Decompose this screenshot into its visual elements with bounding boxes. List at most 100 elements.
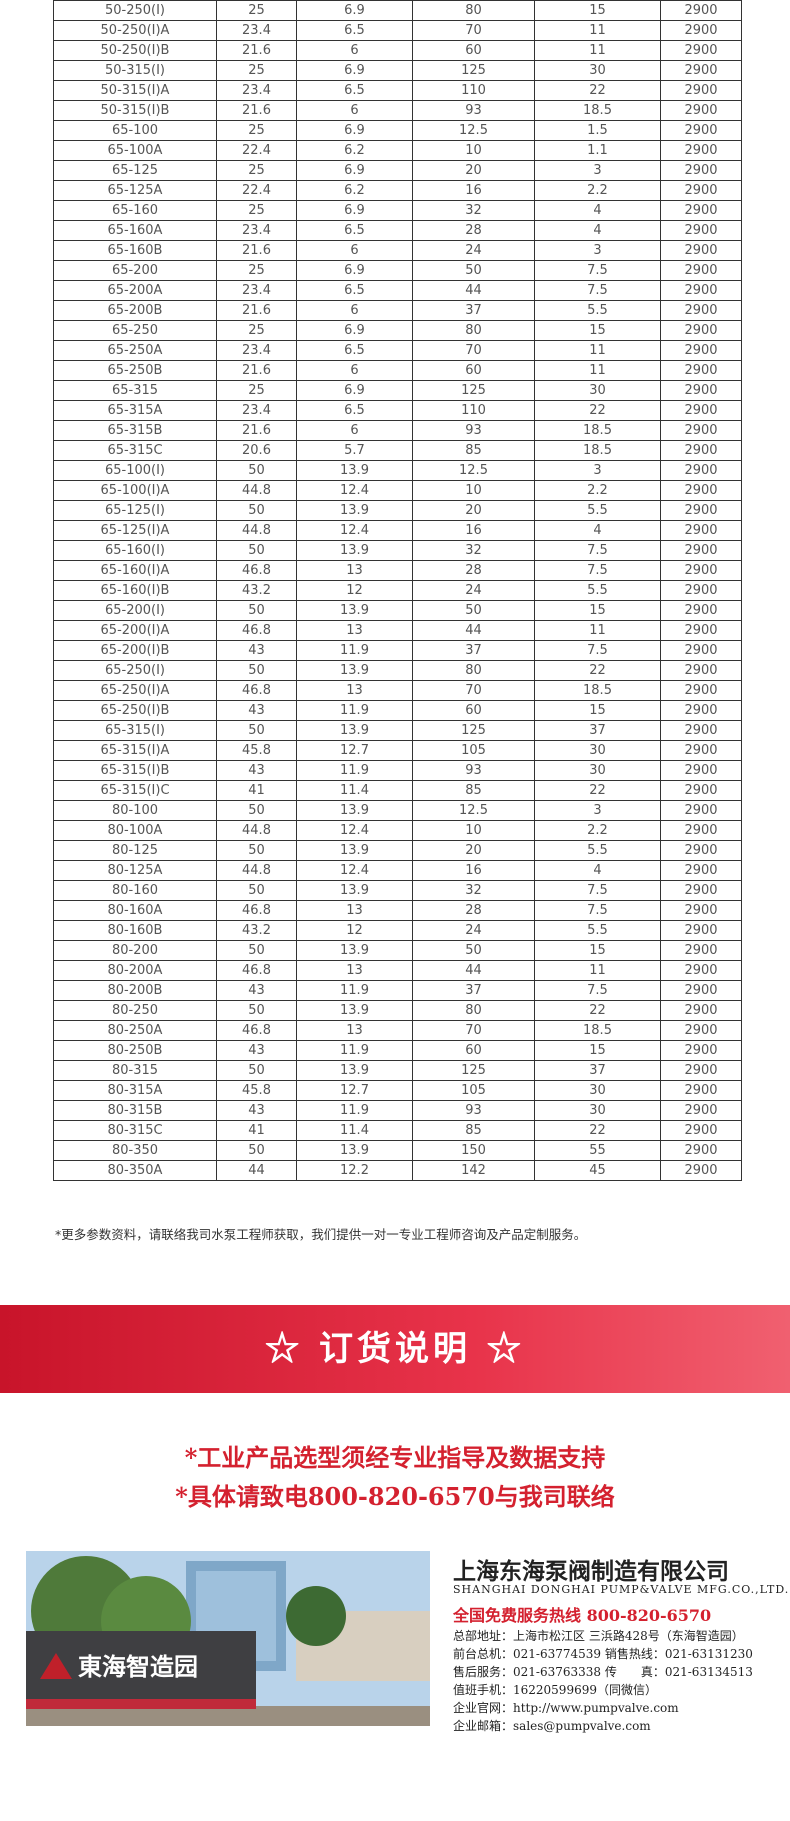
table-cell: 65-160B [53,240,217,261]
table-cell: 2900 [660,800,742,821]
table-cell: 23.4 [216,280,297,301]
table-row: 65-200(I)B 43 11.9 37 7.5 2900 [53,640,742,661]
table-cell: 2900 [660,420,742,441]
table-cell: 50 [412,260,535,281]
table-cell: 2900 [660,860,742,881]
table-cell: 41 [216,780,297,801]
table-row: 65-315A 23.4 6.5 110 22 2900 [53,400,742,421]
table-cell: 12 [296,920,413,941]
table-cell: 125 [412,380,535,401]
table-cell: 7.5 [534,980,661,1001]
table-cell: 2.2 [534,820,661,841]
table-row: 80-125A 44.8 12.4 16 4 2900 [53,860,742,881]
table-cell: 12.4 [296,520,413,541]
table-cell: 80 [412,1000,535,1021]
table-cell: 6.5 [296,80,413,101]
table-cell: 15 [534,700,661,721]
table-cell: 15 [534,1040,661,1061]
table-cell: 7.5 [534,560,661,581]
table-cell: 80-160B [53,920,217,941]
table-cell: 7.5 [534,280,661,301]
table-cell: 80-315 [53,1060,217,1081]
company-name: 上海东海泵阀制造有限公司 [453,1558,729,1585]
table-cell: 11.4 [296,1120,413,1141]
table-cell: 7.5 [534,260,661,281]
table-cell: 2900 [660,600,742,621]
table-cell: 93 [412,1100,535,1121]
table-cell: 2900 [660,280,742,301]
table-cell: 13 [296,680,413,701]
table-cell: 80-250 [53,1000,217,1021]
table-cell: 28 [412,560,535,581]
table-cell: 12.4 [296,480,413,501]
table-cell: 21.6 [216,420,297,441]
table-cell: 65-160(I) [53,540,217,561]
table-cell: 1.5 [534,120,661,141]
table-cell: 6 [296,240,413,261]
table-row: 65-250(I) 50 13.9 80 22 2900 [53,660,742,681]
table-cell: 65-315B [53,420,217,441]
table-cell: 10 [412,480,535,501]
table-cell: 25 [216,120,297,141]
table-cell: 43 [216,1040,297,1061]
table-row: 80-100 50 13.9 12.5 3 2900 [53,800,742,821]
table-cell: 50 [216,880,297,901]
table-cell: 80-250B [53,1040,217,1061]
table-cell: 45.8 [216,740,297,761]
table-cell: 2900 [660,160,742,181]
table-row: 65-160(I)B 43.2 12 24 5.5 2900 [53,580,742,601]
table-cell: 7.5 [534,900,661,921]
table-cell: 65-200(I) [53,600,217,621]
table-row: 65-100(I)A 44.8 12.4 10 2.2 2900 [53,480,742,501]
table-cell: 13.9 [296,460,413,481]
table-cell: 21.6 [216,240,297,261]
table-cell: 24 [412,580,535,601]
table-cell: 2900 [660,1120,742,1141]
table-cell: 11 [534,620,661,641]
table-cell: 2900 [660,380,742,401]
table-cell: 50-315(I)A [53,80,217,101]
table-cell: 55 [534,1140,661,1161]
table-cell: 6.9 [296,260,413,281]
table-row: 65-315B 21.6 6 93 18.5 2900 [53,420,742,441]
table-cell: 23.4 [216,340,297,361]
table-cell: 2900 [660,880,742,901]
table-cell: 11.4 [296,780,413,801]
table-cell: 23.4 [216,80,297,101]
table-row: 65-250B 21.6 6 60 11 2900 [53,360,742,381]
table-cell: 46.8 [216,680,297,701]
table-row: 65-315(I)C 41 11.4 85 22 2900 [53,780,742,801]
table-cell: 13.9 [296,600,413,621]
table-cell: 20 [412,840,535,861]
contact-line: 前台总机：021-63774539 销售热线：021-63131230 [453,1647,753,1661]
table-cell: 80-315B [53,1100,217,1121]
table-cell: 6 [296,40,413,61]
table-cell: 11 [534,20,661,41]
table-cell: 65-160A [53,220,217,241]
table-cell: 4 [534,220,661,241]
table-cell: 13.9 [296,720,413,741]
table-cell: 70 [412,680,535,701]
table-cell: 50-250(I) [53,0,217,21]
table-cell: 43.2 [216,580,297,601]
table-cell: 85 [412,440,535,461]
table-cell: 50-315(I)B [53,100,217,121]
table-cell: 13 [296,620,413,641]
table-cell: 2900 [660,620,742,641]
table-cell: 50 [216,600,297,621]
table-cell: 80-100A [53,820,217,841]
table-cell: 30 [534,1080,661,1101]
table-row: 65-315C 20.6 5.7 85 18.5 2900 [53,440,742,461]
table-cell: 37 [534,1060,661,1081]
table-cell: 5.5 [534,500,661,521]
table-cell: 80-250A [53,1020,217,1041]
table-cell: 32 [412,540,535,561]
table-cell: 80-125 [53,840,217,861]
table-cell: 43 [216,980,297,1001]
table-cell: 5.7 [296,440,413,461]
table-cell: 46.8 [216,560,297,581]
table-cell: 32 [412,880,535,901]
table-cell: 65-315(I) [53,720,217,741]
table-cell: 80-200A [53,960,217,981]
